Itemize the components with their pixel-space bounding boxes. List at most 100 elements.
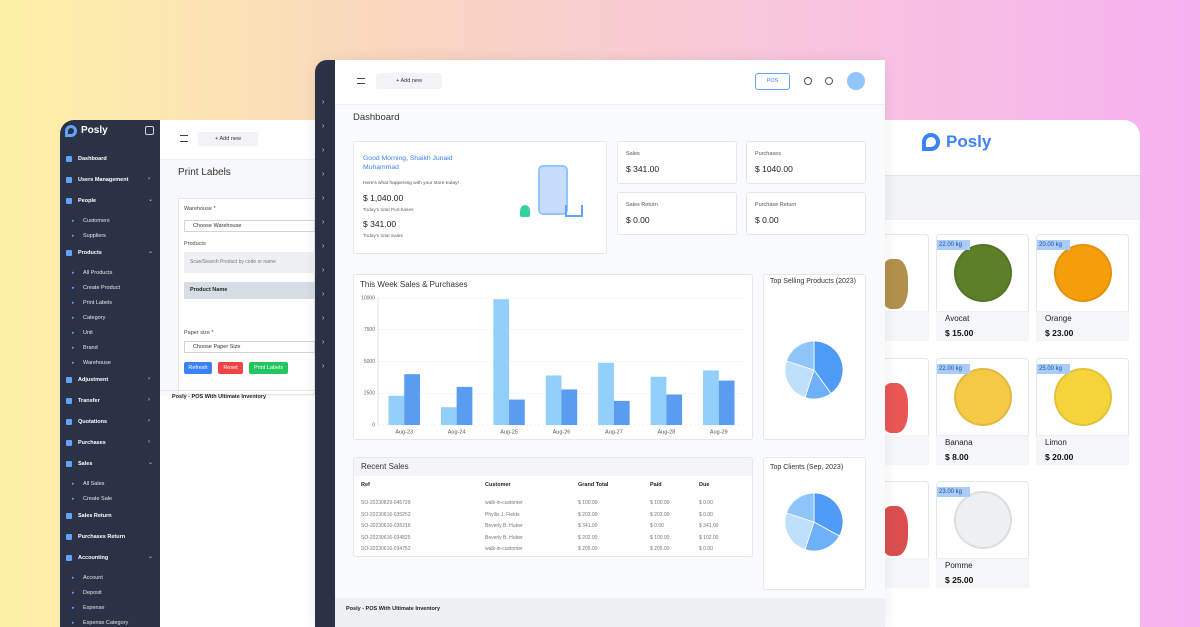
card-footer [1036, 435, 1129, 465]
product-image [1054, 244, 1112, 302]
table-cell: $ 203.00 [650, 511, 670, 518]
submenu-item[interactable]: All Sales [83, 480, 105, 487]
submenu-item[interactable]: Customers [83, 217, 110, 224]
table-cell: $ 0.00 [699, 500, 713, 506]
sidebar-arrow: › [322, 218, 325, 226]
sidebar-arrow: › [322, 266, 325, 274]
header-bar [335, 60, 885, 105]
stat-label: Sales Return [626, 201, 658, 208]
menu-item[interactable]: Quotations [78, 418, 108, 425]
submenu-item[interactable]: Account [83, 574, 103, 581]
menu-chevron: › [148, 376, 150, 383]
field-label: Paper size * [184, 329, 214, 336]
submenu-item[interactable]: Create Product [83, 284, 120, 291]
menu-item[interactable]: Adjustment [78, 376, 109, 383]
submenu-arrow: ▸ [72, 330, 75, 336]
brand: Posly [946, 131, 992, 151]
menu-item[interactable]: Purchases [78, 439, 106, 446]
product-name: Pomme [945, 561, 973, 571]
settings-icon[interactable] [804, 77, 812, 85]
illustration-phone [538, 165, 568, 215]
stat-card [746, 141, 866, 184]
submenu-item[interactable]: Expense Category [83, 619, 129, 626]
submenu-arrow: ▸ [72, 218, 75, 224]
sidebar-arrow: › [322, 242, 325, 250]
menu-icon [66, 534, 72, 540]
submenu-item[interactable]: Category [83, 314, 106, 321]
menu-chevron: ⌄ [148, 197, 154, 204]
page-title: Dashboard [353, 112, 400, 124]
table-cell: $ 0.00 [699, 511, 713, 518]
submenu-item[interactable]: Suppliers [83, 232, 106, 239]
logo-icon [922, 133, 940, 151]
weight-badge: 20.00 kg [1037, 240, 1070, 250]
brand: Posly [81, 125, 108, 136]
add-new-button[interactable]: + Add new [198, 132, 258, 146]
welcome-value: $ 341.00 [363, 218, 397, 229]
table-cell: SO-20230616-034752 [361, 546, 411, 552]
card-footer [936, 311, 1029, 341]
table-cell: $ 205.00 [650, 546, 670, 552]
menu-item[interactable]: People [78, 197, 97, 204]
menu-item[interactable]: Sales [78, 460, 93, 467]
menu-icon [66, 198, 72, 204]
table-cell: $ 0.00 [650, 523, 664, 529]
product-price: $ 15.00 [945, 327, 974, 338]
menu-icon [66, 440, 72, 446]
table-cell: SO-20230616-035252 [361, 511, 411, 518]
submenu-arrow: ▸ [72, 233, 75, 239]
submenu-item[interactable]: Unit [83, 329, 93, 336]
weight-badge: 22.00 kg [937, 240, 970, 250]
table-cell: $ 100.00 [578, 500, 598, 506]
table-cell: Beverly B. Huber [485, 534, 523, 541]
select[interactable]: Choose Warehouse [184, 220, 315, 232]
illustration-plant [520, 205, 530, 217]
submenu-item[interactable]: Expense [83, 604, 105, 611]
product-name: Avocat [945, 314, 970, 324]
submenu-arrow: ▸ [72, 285, 75, 291]
menu-item[interactable]: Dashboard [78, 155, 107, 162]
stat-card [617, 192, 737, 235]
menu-item[interactable]: Products [78, 249, 102, 256]
menu-toggle [357, 78, 365, 84]
menu-item[interactable]: Accounting [78, 554, 109, 561]
product-name: Banana [945, 438, 973, 448]
globe-icon[interactable] [825, 77, 833, 85]
menu-icon [66, 419, 72, 425]
table-cell: $ 341.00 [578, 523, 598, 529]
submenu-item[interactable]: Print Labels [83, 299, 113, 306]
table-cell: $ 203.00 [578, 511, 598, 518]
submenu-item[interactable]: Create Sale [83, 495, 113, 502]
submenu-arrow: ▸ [72, 270, 75, 276]
avatar[interactable] [847, 72, 865, 90]
menu-item[interactable]: Sales Return [78, 512, 112, 519]
menu-item[interactable]: Users Management [78, 176, 129, 183]
menu-chevron: ⌄ [148, 249, 154, 256]
menu-icon [66, 250, 72, 256]
button[interactable]: Refresh [184, 362, 212, 374]
illustration-cart [565, 205, 583, 217]
chart-title: This Week Sales & Purchases [360, 280, 468, 290]
add-new-button[interactable]: + Add new [376, 73, 442, 89]
column-header: Due [699, 481, 710, 488]
button[interactable]: Print Labels [249, 362, 288, 374]
card-footer [1036, 311, 1129, 341]
stat-card [617, 141, 737, 184]
stat-card [746, 192, 866, 235]
menu-item[interactable]: Purchases Return [78, 533, 126, 540]
search-input[interactable]: Scan/Search Product by code or name [184, 252, 315, 273]
submenu-item[interactable]: All Products [83, 269, 113, 276]
menu-item[interactable]: Transfer [78, 397, 100, 404]
button[interactable]: Reset [218, 362, 243, 374]
submenu-item[interactable]: Brand [83, 344, 98, 351]
select[interactable]: Choose Paper Size [184, 341, 315, 353]
sidebar-arrow: › [322, 194, 325, 202]
submenu-item[interactable]: Warehouse [83, 359, 111, 366]
product-price: $ 23.00 [1045, 327, 1074, 338]
menu-chevron: › [148, 176, 150, 183]
submenu-arrow: ▸ [72, 360, 75, 366]
column-header: Customer [485, 481, 511, 488]
submenu-item[interactable]: Deposit [83, 589, 102, 596]
pos-button[interactable]: POS [755, 73, 790, 90]
